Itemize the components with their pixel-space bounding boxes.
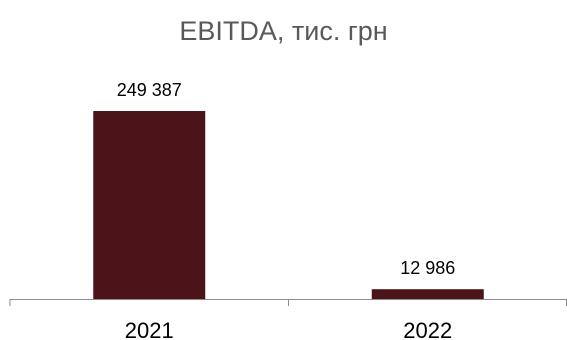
data-label-2022: 12 986 [400, 258, 455, 278]
bar-2022 [371, 289, 484, 299]
x-ticks-group [9, 299, 567, 306]
data-labels-group: 249 387 12 986 [117, 80, 456, 278]
bar-2021 [93, 111, 206, 299]
x-tick-labels-group: 2021 2022 [125, 318, 452, 340]
x-tick-label-2021: 2021 [125, 318, 174, 340]
data-label-2021: 249 387 [117, 80, 182, 100]
x-tick-label-2022: 2022 [403, 318, 452, 340]
chart-title: EBITDA, тис. грн [179, 16, 388, 46]
bars-group [93, 111, 484, 299]
